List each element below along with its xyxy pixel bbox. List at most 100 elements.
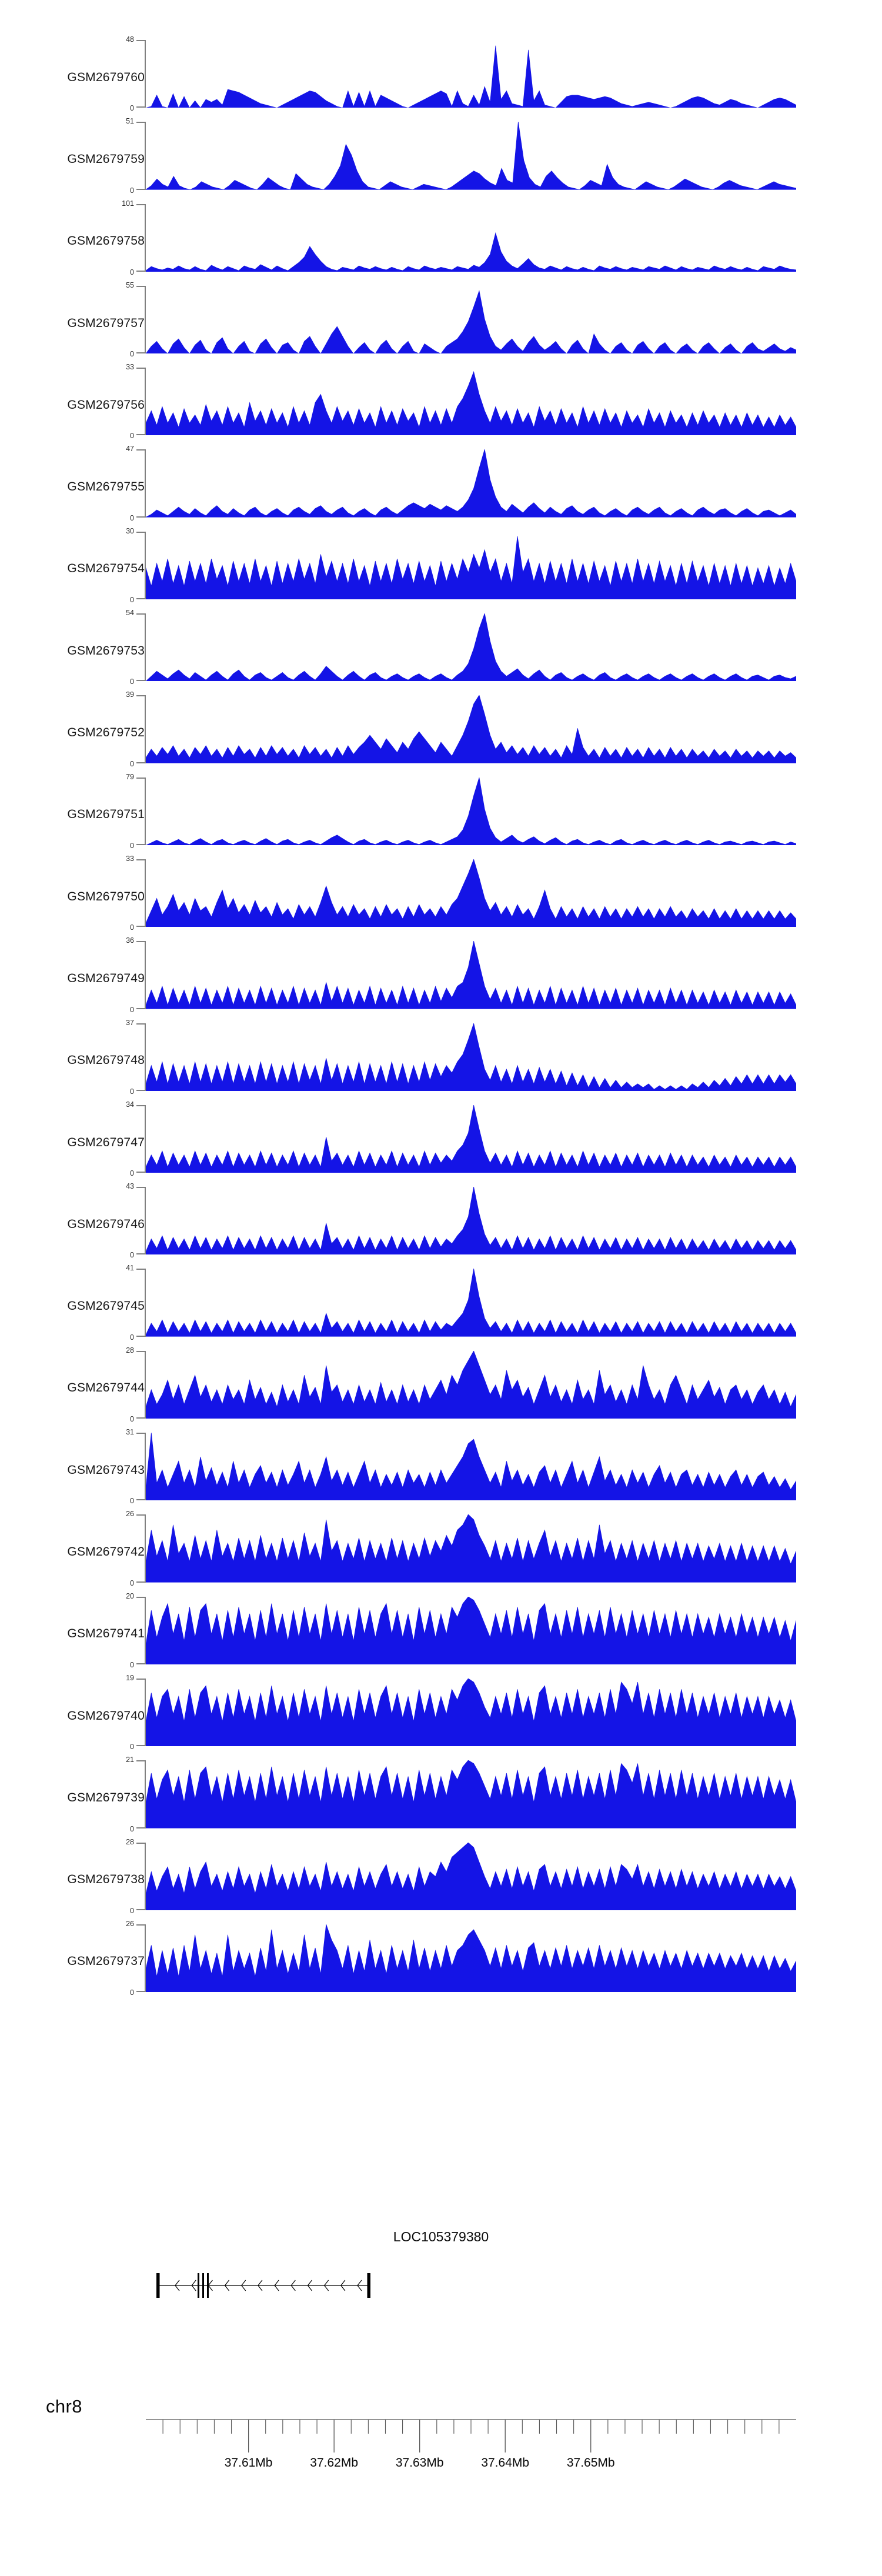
coverage-area-plot[interactable] [146,859,796,927]
y-axis-min-value: 0 [130,678,134,686]
track-sample-label: GSM2679746 [67,1217,145,1231]
y-axis-max-tick [136,859,145,860]
y-axis-max-tick [136,1596,145,1598]
coverage-area [146,1760,796,1828]
y-axis-max-tick [136,1187,145,1189]
y-axis-line [145,859,146,927]
coverage-track[interactable]: GSM2679755 47 0 [0,445,882,528]
gene-exon-block [156,2273,160,2298]
coverage-track[interactable]: GSM2679751 79 0 [0,773,882,856]
coverage-area-plot[interactable] [146,449,796,518]
coverage-area-plot[interactable] [146,1514,796,1583]
gene-exon-block [198,2273,199,2298]
coverage-track[interactable]: GSM2679757 55 0 [0,281,882,364]
coverage-area-plot[interactable] [146,40,796,108]
coverage-area-plot[interactable] [146,613,796,682]
y-axis-min-tick [136,270,145,272]
y-axis-min-tick [136,843,145,845]
coverage-area-plot[interactable] [146,1187,796,1255]
y-axis-min-value: 0 [130,1497,134,1506]
coverage-area-plot[interactable] [146,532,796,600]
gene-strand-arrow-left-icon [357,2280,362,2291]
y-axis-max-value: 54 [126,609,134,618]
y-axis-line [145,1433,146,1501]
track-sample-label: GSM2679751 [67,807,145,822]
coverage-area-plot[interactable] [146,1269,796,1337]
track-sample-label: GSM2679743 [67,1463,145,1477]
coverage-area-plot[interactable] [146,1760,796,1828]
coverage-area [146,859,796,927]
coverage-track[interactable]: GSM2679760 48 0 [0,35,882,118]
coverage-area-plot[interactable] [146,941,796,1009]
y-axis-max-value: 28 [126,1346,134,1354]
coverage-area-plot[interactable] [146,1350,796,1419]
track-sample-label: GSM2679741 [67,1627,145,1641]
y-axis-min-tick [136,1172,145,1173]
y-axis-max-value: 43 [126,1182,134,1191]
coverage-track[interactable]: GSM2679737 26 0 [0,1920,882,2003]
y-axis-max-value: 34 [126,1100,134,1109]
coverage-track[interactable]: GSM2679752 39 0 [0,690,882,773]
y-axis-max-value: 21 [126,1756,134,1764]
y-axis-max-value: 33 [126,363,134,372]
track-sample-label: GSM2679742 [67,1544,145,1559]
coverage-track[interactable]: GSM2679753 54 0 [0,609,882,692]
y-axis-max-tick [136,1924,145,1926]
y-axis-min-value: 0 [130,1415,134,1424]
y-axis-min-value: 0 [130,1169,134,1178]
y-axis-max-value: 30 [126,526,134,535]
y-axis-max-tick [136,203,145,205]
gene-model-track[interactable] [146,2262,796,2298]
coverage-area-plot[interactable] [146,1433,796,1501]
coverage-track[interactable]: GSM2679750 33 0 [0,855,882,937]
coverage-track[interactable]: GSM2679742 26 0 [0,1510,882,1593]
coverage-area-plot[interactable] [146,1924,796,1993]
coverage-track[interactable]: GSM2679754 30 0 [0,526,882,610]
y-axis-min-tick [136,762,145,763]
coverage-track[interactable]: GSM2679759 51 0 [0,117,882,200]
coverage-area-plot[interactable] [146,1842,796,1910]
coverage-area-plot[interactable] [146,1105,796,1173]
y-axis-min-value: 0 [130,1251,134,1260]
y-axis-line [145,1760,146,1828]
gene-strand-arrow-left-icon [240,2280,246,2291]
coverage-track[interactable]: GSM2679743 31 0 [0,1428,882,1511]
coverage-track[interactable]: GSM2679748 37 0 [0,1019,882,1102]
y-axis-min-tick [136,188,145,190]
genomic-coordinate-axis[interactable]: 37.61Mb 37.62Mb 37.63Mb 37.64Mb 37.65Mb [146,2415,796,2485]
y-axis-line [145,941,146,1009]
coverage-area-plot[interactable] [146,286,796,354]
coverage-area-plot[interactable] [146,1596,796,1664]
coverage-track[interactable]: GSM2679740 19 0 [0,1674,882,1757]
coverage-track[interactable]: GSM2679747 34 0 [0,1100,882,1183]
coverage-track[interactable]: GSM2679741 20 0 [0,1592,882,1675]
track-sample-label: GSM2679755 [67,480,145,494]
coverage-area-plot[interactable] [146,695,796,763]
coverage-track[interactable]: GSM2679746 43 0 [0,1182,882,1265]
coverage-area-plot[interactable] [146,777,796,845]
coverage-area-plot[interactable] [146,1678,796,1747]
coverage-track[interactable]: GSM2679758 101 0 [0,199,882,282]
y-axis-min-tick [136,1663,145,1664]
coverage-track[interactable]: GSM2679749 36 0 [0,936,882,1019]
coverage-track[interactable]: GSM2679739 21 0 [0,1756,882,1838]
ruler-tick-label: 37.62Mb [310,2456,358,2470]
y-axis-max-tick [136,1760,145,1762]
y-axis-max-tick [136,285,145,287]
y-axis-line [145,531,146,600]
coverage-track[interactable]: GSM2679756 33 0 [0,363,882,446]
coverage-track[interactable]: GSM2679744 28 0 [0,1346,882,1429]
coverage-area-plot[interactable] [146,204,796,272]
track-sample-label: GSM2679750 [67,889,145,903]
y-axis-line [145,1187,146,1255]
coverage-track[interactable]: GSM2679745 41 0 [0,1264,882,1347]
coverage-area-plot[interactable] [146,122,796,190]
y-axis-min-value: 0 [130,432,134,441]
coverage-track[interactable]: GSM2679738 28 0 [0,1838,882,1921]
y-axis-line [145,1924,146,1993]
y-axis-max-tick [136,1678,145,1680]
y-axis-min-tick [136,1499,145,1501]
y-axis-max-tick [136,1514,145,1516]
coverage-area-plot[interactable] [146,368,796,436]
coverage-area-plot[interactable] [146,1023,796,1091]
